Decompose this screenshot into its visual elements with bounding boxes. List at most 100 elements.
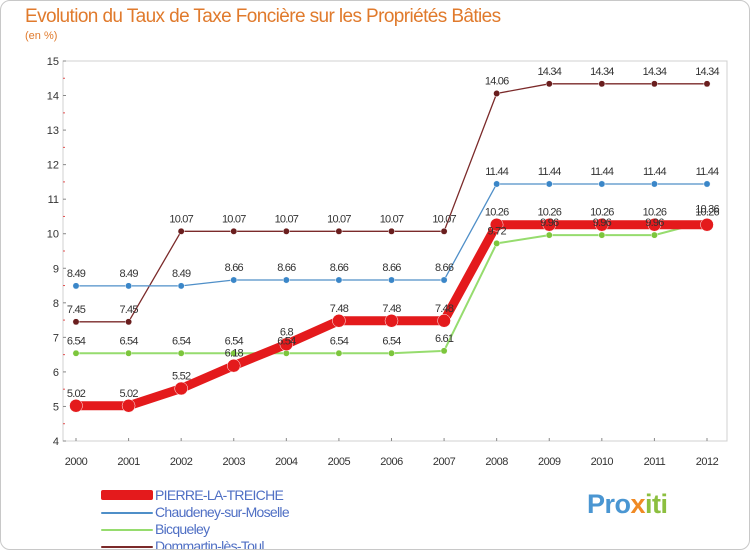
data-point: [282, 227, 290, 235]
data-point: [72, 282, 80, 290]
data-point: [437, 314, 451, 328]
data-label: 14.34: [695, 66, 719, 78]
data-label: 14.34: [537, 66, 561, 78]
data-point: [177, 349, 185, 357]
y-tick-label: 11: [48, 194, 59, 206]
data-label: 9.72: [488, 225, 507, 237]
data-point: [69, 399, 83, 413]
data-label: 11.44: [696, 166, 719, 178]
data-label: 11.44: [485, 166, 508, 178]
data-label: 6.54: [172, 335, 191, 347]
data-point: [545, 80, 553, 88]
data-label: 8.49: [172, 268, 191, 280]
data-point: [72, 349, 80, 357]
data-point: [650, 180, 658, 188]
data-point: [440, 347, 448, 355]
data-point: [545, 180, 553, 188]
data-point: [177, 227, 185, 235]
legend-swatch: [101, 546, 153, 548]
data-label: 6.54: [382, 335, 401, 347]
data-label: 10.26: [537, 207, 561, 219]
proxiti-logo: Proxiti: [587, 489, 668, 519]
data-label: 6.8: [280, 326, 294, 338]
data-point: [388, 227, 395, 235]
data-label: 14.34: [643, 66, 667, 78]
data-point: [384, 314, 399, 328]
data-label: 10.07: [327, 213, 351, 225]
legend-swatch: [101, 490, 153, 500]
data-label: 11.44: [538, 166, 561, 178]
x-tick-label: 2005: [328, 456, 351, 468]
data-point: [703, 80, 711, 88]
y-tick-label: 4: [53, 436, 59, 448]
data-point: [282, 276, 290, 284]
data-label: 11.44: [590, 166, 613, 178]
data-point: [174, 381, 188, 396]
x-tick-label: 2004: [275, 456, 298, 468]
legend-label: Bicqueley: [155, 521, 210, 537]
data-point: [388, 276, 395, 284]
legend-label: Chaudeney-sur-Moselle: [155, 504, 290, 520]
data-point: [230, 349, 238, 357]
data-label: 7.45: [119, 304, 138, 316]
x-tick-label: 2006: [380, 456, 403, 468]
data-label: 6.61: [435, 333, 454, 345]
data-label: 8.66: [225, 262, 244, 274]
data-label: 6.54: [225, 335, 244, 347]
data-point: [493, 239, 501, 247]
chart-unit-label: (en %): [25, 30, 58, 42]
data-label: 8.66: [330, 262, 349, 274]
legend-swatch: [101, 529, 153, 531]
x-tick-label: 2009: [538, 456, 561, 468]
data-point: [332, 314, 346, 328]
data-label: 5.52: [172, 370, 191, 382]
data-label: 7.48: [382, 303, 401, 315]
y-tick-label: 10: [47, 229, 59, 241]
data-point: [440, 227, 448, 235]
data-label: 6.54: [119, 335, 138, 347]
data-label: 10.07: [275, 213, 299, 225]
data-label: 9.96: [540, 217, 559, 229]
data-label: 5.02: [67, 388, 86, 400]
x-tick-label: 2008: [485, 456, 508, 468]
y-tick-label: 7: [53, 332, 59, 344]
data-point: [493, 90, 501, 97]
data-point: [545, 231, 553, 239]
data-point: [125, 349, 133, 357]
data-point: [598, 231, 606, 239]
data-point: [121, 399, 136, 413]
data-label: 10.36: [695, 203, 719, 215]
data-point: [125, 318, 133, 326]
data-point: [279, 337, 294, 352]
data-label: 10.26: [590, 207, 614, 219]
data-point: [489, 217, 504, 232]
data-point: [177, 282, 185, 290]
data-point: [650, 80, 658, 88]
y-tick-label: 12: [47, 160, 59, 172]
data-point: [647, 217, 662, 232]
chart-title: Evolution du Taux de Taxe Foncière sur l…: [25, 6, 501, 27]
data-label: 6.18: [225, 348, 244, 360]
data-label: 14.34: [590, 66, 614, 78]
x-tick-label: 2001: [117, 456, 140, 468]
data-label: 8.49: [67, 268, 86, 280]
data-label: 5.02: [119, 388, 138, 400]
data-point: [335, 227, 343, 235]
data-label: 10.07: [432, 213, 456, 225]
data-point: [227, 358, 241, 373]
data-point: [650, 231, 658, 239]
x-tick-label: 2010: [591, 456, 614, 468]
data-label: 7.48: [435, 303, 454, 315]
legend-label: Dommartin-lès-Toul: [155, 538, 264, 550]
y-tick-label: 6: [53, 367, 59, 379]
data-point: [595, 217, 609, 232]
data-label: 8.49: [119, 268, 138, 280]
y-tick-label: 15: [47, 56, 59, 68]
data-label: 7.45: [67, 304, 86, 316]
x-tick-label: 2007: [433, 456, 456, 468]
data-point: [388, 349, 395, 357]
data-point: [542, 217, 556, 232]
legend-label: PIERRE-LA-TREICHE: [155, 487, 284, 503]
data-label: 10.26: [485, 207, 509, 219]
